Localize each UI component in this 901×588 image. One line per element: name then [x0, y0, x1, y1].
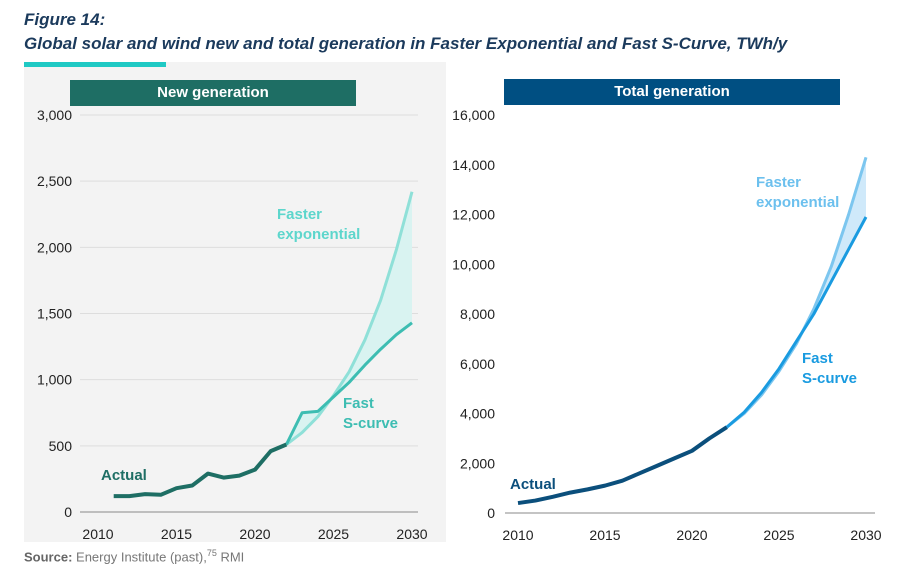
y-tick-label: 14,000	[452, 157, 495, 173]
series-line-faster-exponential	[285, 191, 414, 446]
y-tick-label: 16,000	[452, 107, 495, 123]
x-tick-label: 2020	[239, 526, 270, 542]
y-tick-label: 2,000	[37, 239, 72, 255]
y-tick-label: 4,000	[460, 406, 495, 422]
label-actual: Actual	[510, 476, 556, 493]
label-fast: Fast	[802, 350, 833, 367]
y-tick-label: 2,500	[37, 173, 72, 189]
x-tick-label: 2020	[676, 527, 707, 543]
y-tick-label: 8,000	[460, 306, 495, 322]
source-tail: RMI	[216, 549, 245, 565]
label-s-curve: S-curve	[343, 415, 398, 432]
x-tick-label: 2030	[396, 526, 427, 542]
y-tick-label: 3,000	[37, 107, 72, 123]
source-footnote: 75	[206, 548, 217, 558]
y-tick-label: 0	[64, 504, 72, 520]
x-tick-label: 2010	[502, 527, 533, 543]
figure-label: Figure 14:	[24, 10, 106, 29]
x-tick-label: 2025	[763, 527, 794, 543]
label-exponential: exponential	[277, 226, 360, 243]
source-note: Source: Energy Institute (past),75 RMI	[24, 548, 244, 564]
figure-title: Global solar and wind new and total gene…	[24, 34, 788, 53]
y-tick-label: 12,000	[452, 207, 495, 223]
x-tick-label: 2015	[161, 526, 192, 542]
series-line-fast-s-curve	[725, 216, 868, 429]
y-tick-label: 0	[487, 505, 495, 521]
accent-bar	[24, 62, 166, 67]
x-tick-label: 2025	[318, 526, 349, 542]
y-tick-label: 500	[49, 438, 73, 454]
x-tick-label: 2015	[589, 527, 620, 543]
y-tick-label: 10,000	[452, 256, 495, 272]
label-faster: Faster	[277, 206, 322, 223]
y-tick-label: 2,000	[460, 455, 495, 471]
source-label: Source:	[24, 549, 73, 565]
series-line-fast-s-curve	[285, 321, 413, 446]
total-generation-header: Total generation	[504, 79, 840, 105]
series-line-actual	[517, 425, 728, 506]
y-tick-label: 1,500	[37, 306, 72, 322]
y-tick-label: 6,000	[460, 356, 495, 372]
x-tick-label: 2030	[850, 527, 881, 543]
y-tick-label: 1,000	[37, 372, 72, 388]
source-text: Energy Institute (past),	[76, 549, 207, 565]
label-fast: Fast	[343, 395, 374, 412]
label-faster: Faster	[756, 174, 801, 191]
label-s-curve: S-curve	[802, 370, 857, 387]
label-actual: Actual	[101, 467, 147, 484]
new-generation-header: New generation	[70, 80, 356, 106]
x-tick-label: 2010	[82, 526, 113, 542]
label-exponential: exponential	[756, 194, 839, 211]
series-line-actual	[113, 442, 288, 499]
